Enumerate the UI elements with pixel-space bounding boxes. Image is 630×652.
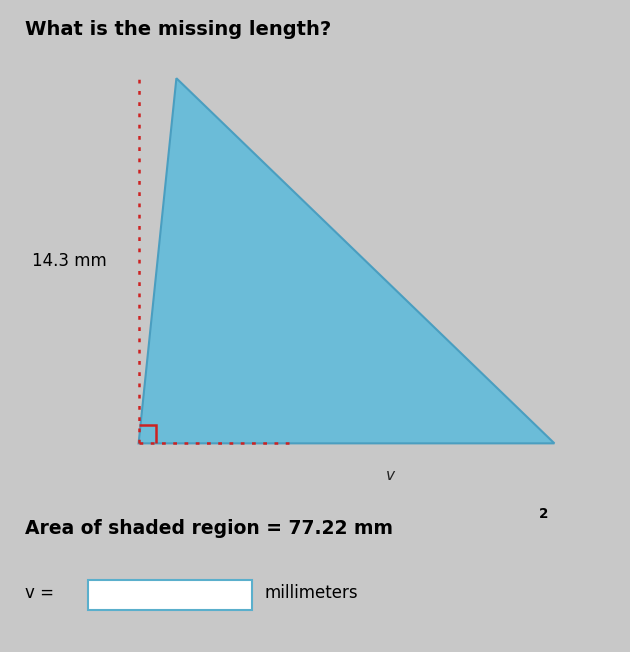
Text: Area of shaded region = 77.22 mm: Area of shaded region = 77.22 mm bbox=[25, 518, 393, 538]
Polygon shape bbox=[139, 78, 554, 443]
FancyBboxPatch shape bbox=[88, 580, 252, 610]
Text: v =: v = bbox=[25, 584, 54, 602]
Text: 14.3 mm: 14.3 mm bbox=[32, 252, 106, 270]
Text: millimeters: millimeters bbox=[265, 584, 358, 602]
Text: v: v bbox=[386, 468, 395, 484]
Text: What is the missing length?: What is the missing length? bbox=[25, 20, 331, 38]
Text: 2: 2 bbox=[539, 507, 548, 521]
